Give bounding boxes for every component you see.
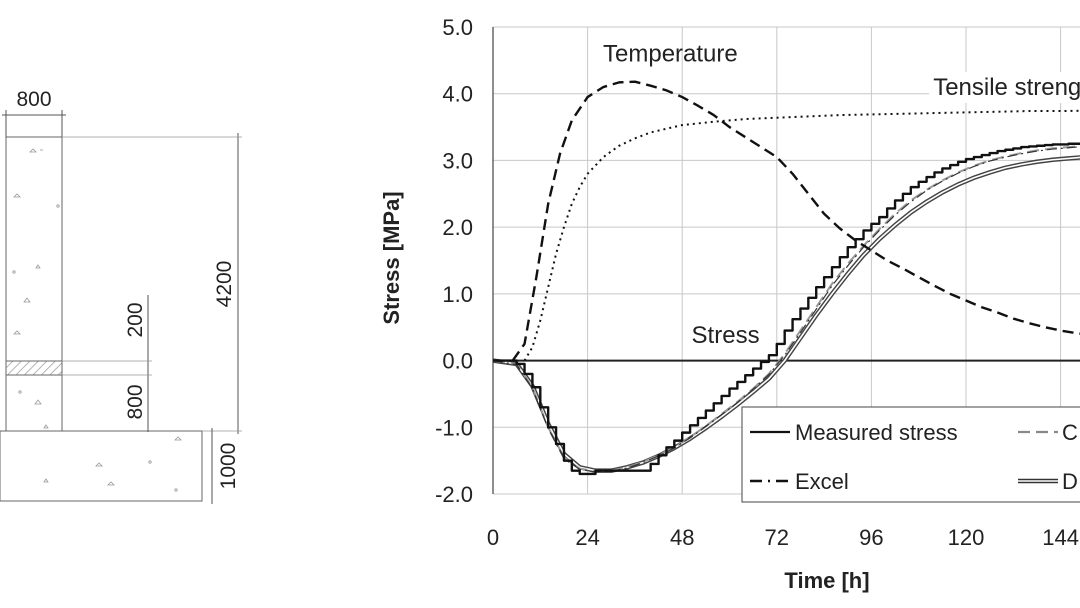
height-label: 4200: [213, 261, 236, 308]
y-tick-label: 0.0: [442, 349, 473, 374]
legend-label-c: C: [1062, 420, 1078, 445]
aggregate-dots: [12, 148, 182, 492]
x-tick-label: 48: [670, 525, 694, 550]
hatched-band: [5, 360, 63, 376]
tick-labels: -2.0 -1.0 0.0 1.0 2.0 3.0 4.0 5.0 0 24 48 72 96 120 14…: [435, 15, 1079, 550]
legend: Measured stress C Excel D: [741, 406, 1080, 503]
foundation-label: 1000: [217, 443, 240, 490]
x-tick-label: 120: [948, 525, 985, 550]
annotation-background: [929, 72, 1080, 104]
legend-box: [741, 406, 1080, 503]
series-tensile-strength: [523, 109, 1080, 362]
x-tick-label: 144: [1042, 525, 1079, 550]
y-tick-label: 2.0: [442, 215, 473, 240]
legend-label-d: D: [1062, 469, 1078, 494]
cross-section-drawing: 800 4200 200 800 1000: [0, 88, 242, 504]
legend-label-excel: Excel: [795, 469, 849, 494]
x-axis-title: Time [h]: [784, 568, 869, 593]
legend-label-measured: Measured stress: [795, 420, 958, 445]
x-tick-label: 96: [859, 525, 883, 550]
series-measured-stress: [493, 142, 1080, 476]
foundation-outline: [0, 430, 203, 502]
stress-chart: -2.0 -1.0 0.0 1.0 2.0 3.0 4.0 5.0 0 24 48 72 96 120 14…: [379, 15, 1080, 593]
series-temperature: [511, 80, 1080, 362]
y-tick-label: -2.0: [435, 482, 473, 507]
x-tick-label: 24: [575, 525, 599, 550]
y-tick-label: 5.0: [442, 15, 473, 40]
annotation-stress: Stress: [692, 322, 760, 349]
annotation-temperature: Temperature: [603, 41, 738, 68]
y-tick-label: 1.0: [442, 282, 473, 307]
y-tick-label: 3.0: [442, 148, 473, 173]
x-tick-label: 72: [765, 525, 789, 550]
y-tick-label: -1.0: [435, 415, 473, 440]
series-lines: [493, 80, 1080, 476]
band-label: 200: [124, 302, 147, 337]
y-axis-title: Stress [MPa]: [379, 191, 404, 324]
x-tick-label: 0: [487, 525, 499, 550]
width-label: 800: [16, 88, 51, 111]
annotation-tensile-strength: Tensile strength: [933, 74, 1080, 101]
annotations: Temperature Tensile strength Stress: [603, 41, 1080, 349]
wall-outline: [5, 136, 63, 432]
lower-wall-label: 800: [124, 384, 147, 419]
y-tick-label: 4.0: [442, 82, 473, 107]
